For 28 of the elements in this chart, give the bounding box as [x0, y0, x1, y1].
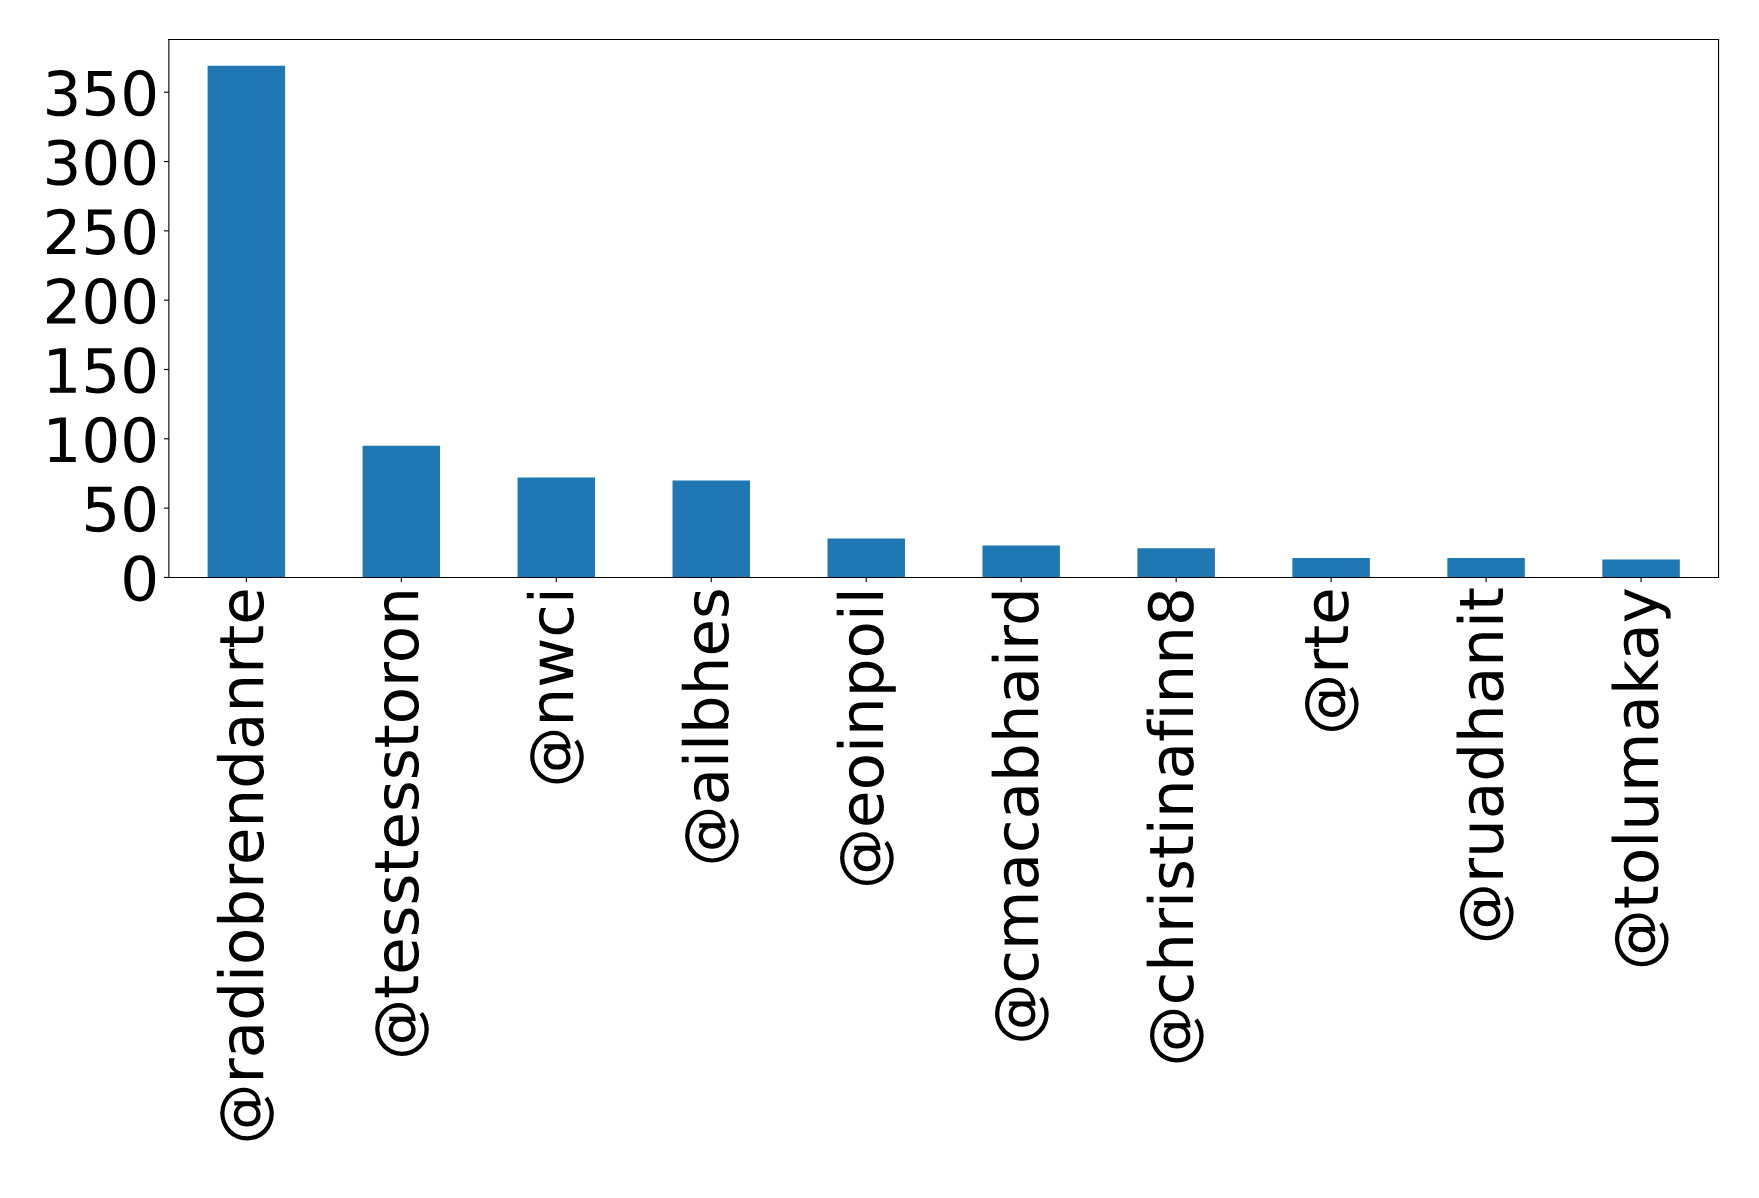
y-tick-label: 100	[49, 416, 156, 463]
y-tick-label: 300	[47, 139, 156, 186]
x-tick-label: @ailbhes	[681, 590, 739, 863]
bar	[827, 538, 905, 578]
bar	[207, 65, 286, 578]
y-tick-label: 350	[47, 70, 156, 117]
x-tick-label: @tesstesstoron	[375, 592, 429, 1056]
bar	[672, 480, 750, 578]
x-tick-label: @tolumakay	[1611, 588, 1671, 967]
x-tick-label: @eoinpoil	[836, 592, 896, 886]
x-tick-label: @nwci	[526, 592, 584, 784]
y-tick-label: 250	[46, 208, 156, 255]
y-tick-label: 150	[49, 347, 156, 394]
bar	[517, 477, 596, 578]
x-tick-label: @cmacabhaird	[991, 592, 1049, 1041]
y-tick-label: 50	[86, 485, 156, 533]
bar	[1447, 558, 1525, 578]
y-tick-label: 200	[46, 278, 156, 325]
bar	[1292, 558, 1370, 578]
bar	[982, 545, 1060, 578]
y-tick-label: 0	[124, 555, 156, 602]
bar	[1602, 559, 1680, 578]
x-tick-label: @christinafinn8	[1146, 591, 1204, 1063]
bar	[362, 445, 441, 578]
x-tick-label: @rte	[1304, 590, 1359, 731]
x-tick-label: @radiobrendanrte	[216, 590, 274, 1141]
x-tick-label: @ruadhanit	[1456, 588, 1514, 941]
bar	[1137, 548, 1215, 578]
